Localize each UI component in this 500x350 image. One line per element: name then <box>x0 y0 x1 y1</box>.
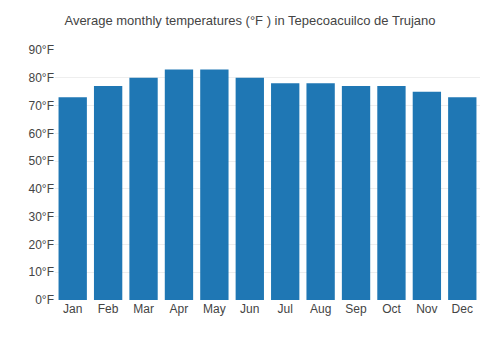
svg-text:Sep: Sep <box>345 302 367 316</box>
svg-text:Nov: Nov <box>416 302 437 316</box>
svg-text:90°F: 90°F <box>29 43 54 57</box>
svg-text:Mar: Mar <box>133 302 154 316</box>
svg-text:Jul: Jul <box>278 302 293 316</box>
svg-text:Jun: Jun <box>240 302 259 316</box>
svg-text:Aug: Aug <box>310 302 331 316</box>
svg-text:0°F: 0°F <box>35 293 54 307</box>
svg-text:80°F: 80°F <box>29 71 54 85</box>
svg-text:Average monthly temperatures (: Average monthly temperatures (°F ) in Te… <box>64 13 435 28</box>
svg-text:Oct: Oct <box>382 302 401 316</box>
svg-text:Apr: Apr <box>170 302 189 316</box>
svg-text:60°F: 60°F <box>29 127 54 141</box>
svg-text:Dec: Dec <box>452 302 473 316</box>
svg-text:20°F: 20°F <box>29 238 54 252</box>
svg-text:May: May <box>203 302 226 316</box>
svg-text:40°F: 40°F <box>29 182 54 196</box>
svg-text:70°F: 70°F <box>29 99 54 113</box>
svg-text:10°F: 10°F <box>29 265 54 279</box>
svg-text:Jan: Jan <box>63 302 82 316</box>
svg-text:Feb: Feb <box>98 302 119 316</box>
svg-text:30°F: 30°F <box>29 210 54 224</box>
svg-text:50°F: 50°F <box>29 154 54 168</box>
